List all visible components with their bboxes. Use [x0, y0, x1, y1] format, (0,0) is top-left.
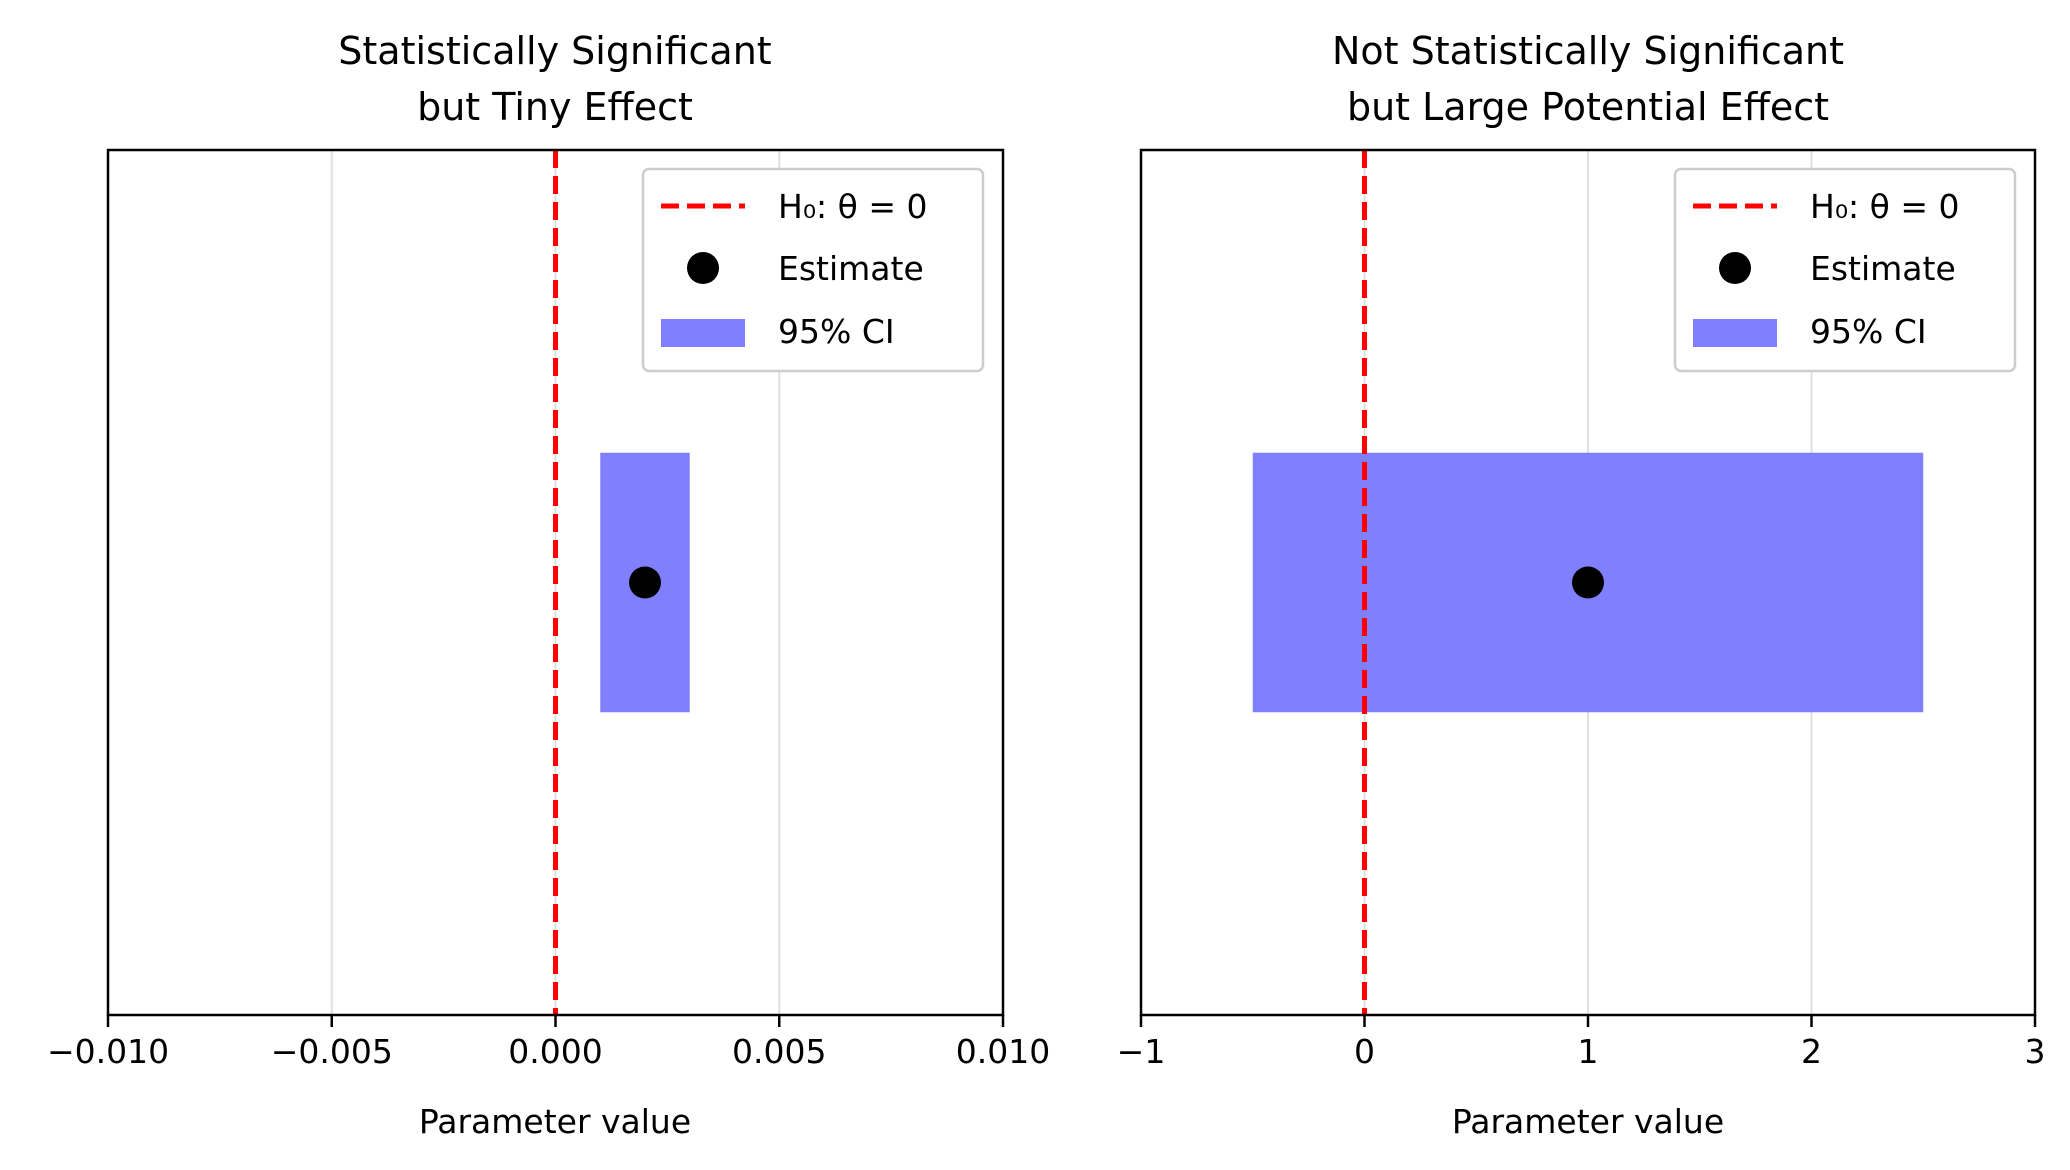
chart-title-line-2: but Large Potential Effect	[1347, 85, 1829, 129]
x-tick-label: 0.000	[508, 1032, 602, 1071]
x-axis-label: Parameter value	[419, 1102, 691, 1141]
legend-ci-swatch	[661, 319, 745, 347]
x-tick-label: −1	[1117, 1032, 1166, 1071]
legend-estimate-label: Estimate	[778, 249, 924, 288]
legend-ci-label: 95% CI	[778, 312, 895, 351]
x-axis-label: Parameter value	[1452, 1102, 1724, 1141]
chart-title-line-1: Statistically Significant	[338, 29, 771, 73]
x-tick-label: 3	[2025, 1032, 2046, 1071]
legend-estimate-label: Estimate	[1810, 249, 1956, 288]
estimate-point	[1572, 566, 1604, 599]
x-ticks: −1 0 1 2 3	[1117, 1015, 2046, 1071]
x-tick-label: 1	[1578, 1032, 1599, 1071]
legend-ci-label: 95% CI	[1810, 312, 1927, 351]
legend: H₀: θ = 0 Estimate 95% CI	[641, 167, 985, 373]
legend-estimate-swatch	[687, 252, 719, 284]
x-tick-label: 2	[1801, 1032, 1822, 1071]
legend: H₀: θ = 0 Estimate 95% CI	[1673, 167, 2017, 373]
panel-left: Statistically Significant but Tiny Effec…	[47, 29, 1050, 1141]
estimate-point	[629, 566, 661, 599]
x-tick-label: −0.010	[47, 1032, 169, 1071]
legend-ci-swatch	[1693, 319, 1777, 347]
chart-title-line-1: Not Statistically Significant	[1332, 29, 1844, 73]
x-tick-label: 0.005	[732, 1032, 826, 1071]
legend-estimate-swatch	[1719, 252, 1751, 284]
chart-title-line-2: but Tiny Effect	[417, 85, 693, 129]
legend-null-line-label: H₀: θ = 0	[778, 187, 927, 226]
x-tick-label: 0	[1354, 1032, 1375, 1071]
panel-right: Not Statistically Significant but Large …	[1117, 29, 2046, 1141]
legend-null-line-label: H₀: θ = 0	[1810, 187, 1959, 226]
x-ticks: −0.010 −0.005 0.000 0.005 0.010	[47, 1015, 1050, 1071]
x-tick-label: −0.005	[271, 1032, 393, 1071]
x-tick-label: 0.010	[956, 1032, 1050, 1071]
